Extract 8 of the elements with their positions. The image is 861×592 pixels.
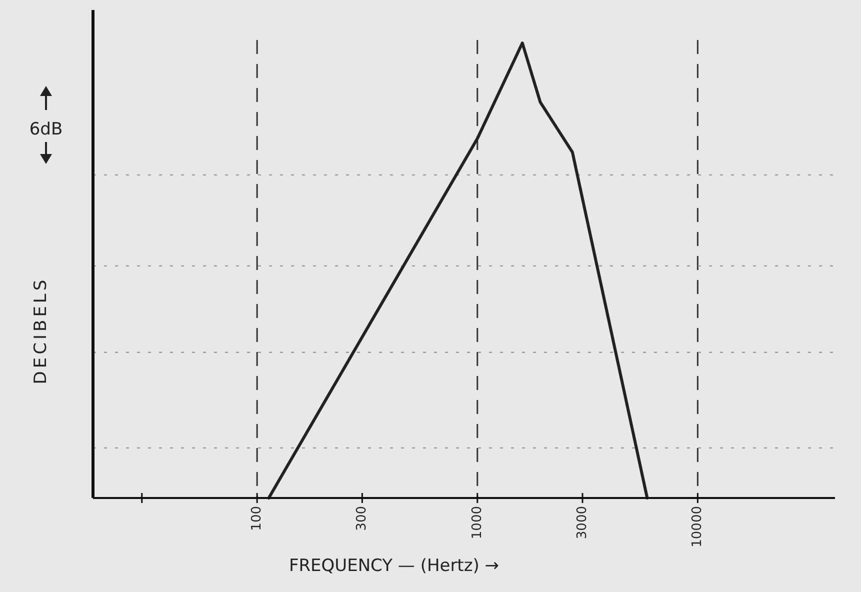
x-tick-label: 100	[250, 506, 265, 531]
x-tick-label: 300	[354, 506, 370, 531]
x-axis-title: FREQUENCY — (Hertz) →	[288, 556, 500, 576]
x-tick-label: 10000	[690, 506, 706, 548]
x-tick-label: 3000	[575, 506, 590, 540]
text: 6dB	[29, 120, 63, 140]
x-tick-label: 1000	[470, 506, 485, 540]
y-axis-title: DECIBELS	[31, 276, 51, 384]
